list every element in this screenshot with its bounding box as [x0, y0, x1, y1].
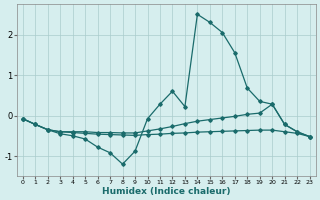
X-axis label: Humidex (Indice chaleur): Humidex (Indice chaleur) [102, 187, 230, 196]
